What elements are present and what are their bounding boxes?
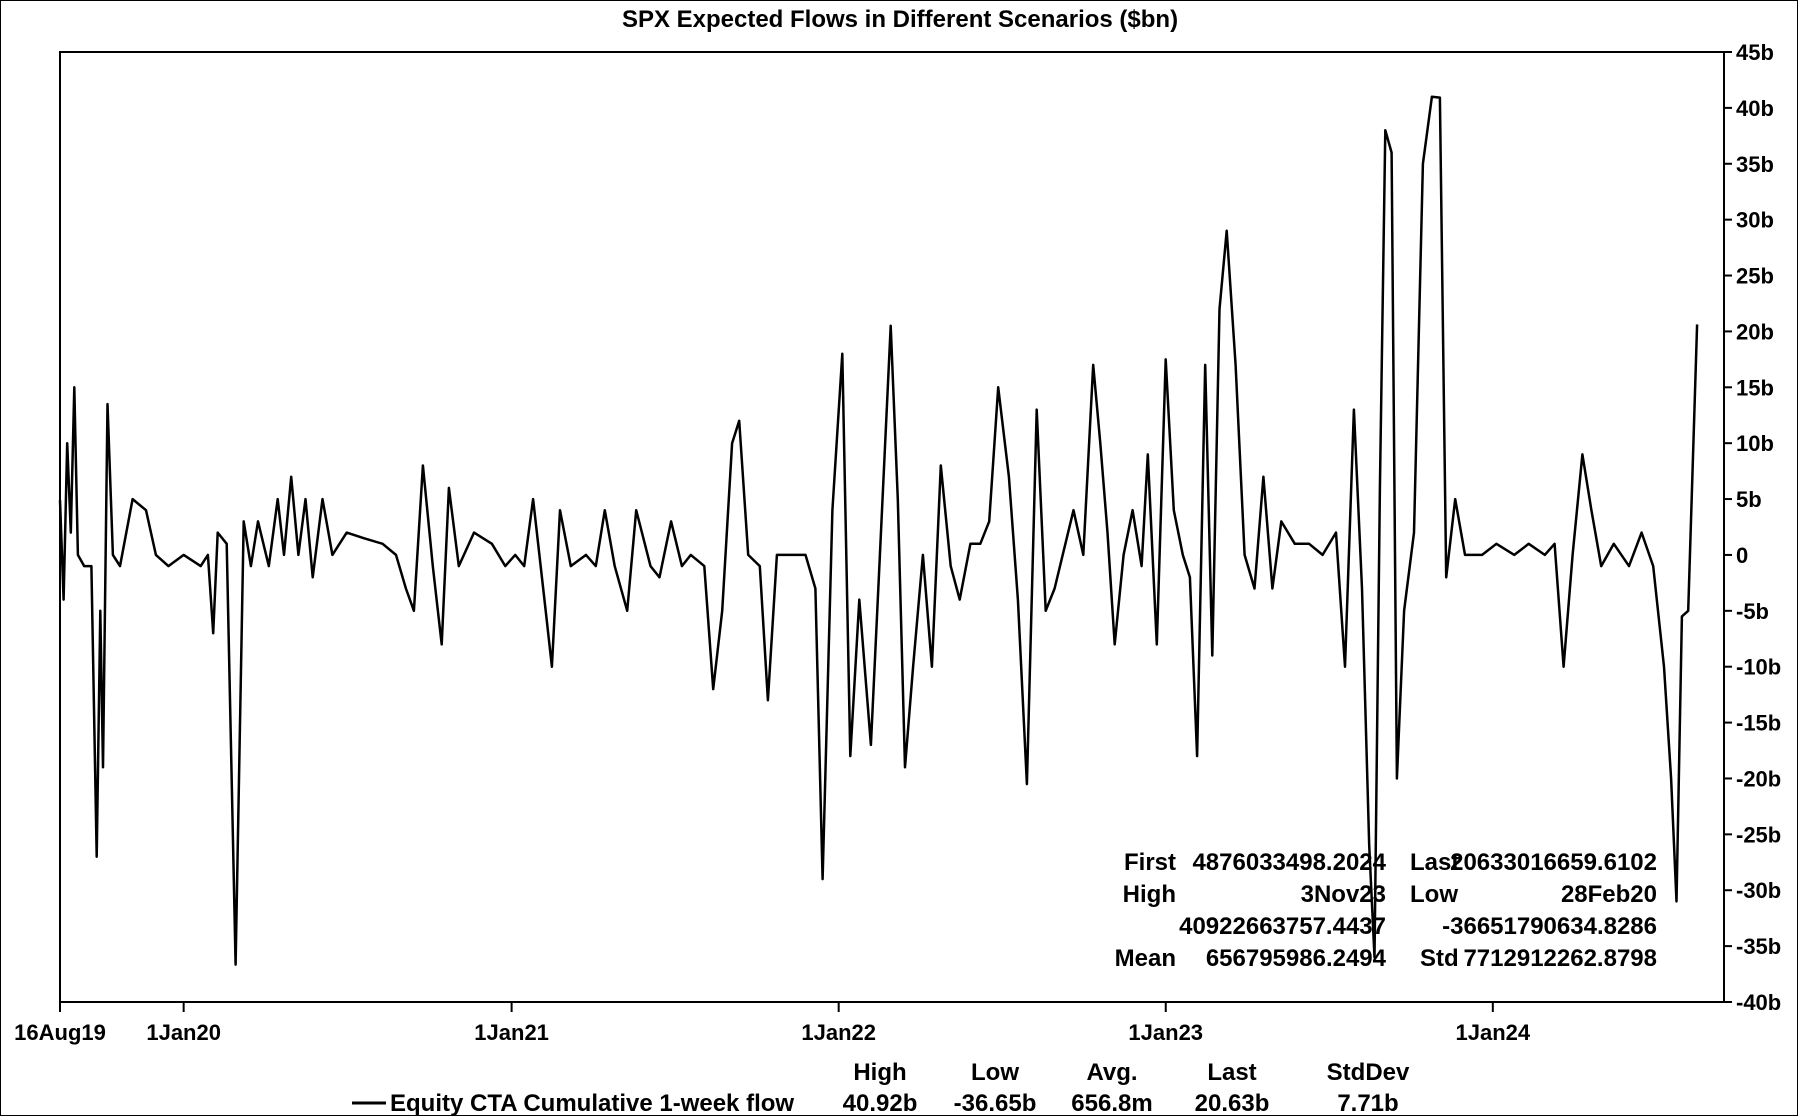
y-tick-label: 30b [1736, 208, 1774, 233]
legend-value: 656.8m [1071, 1090, 1152, 1117]
stats-box-text: 7712912262.8798 [1463, 945, 1657, 972]
y-tick-label: 25b [1736, 264, 1774, 289]
y-tick-label: -15b [1736, 711, 1781, 736]
x-tick-label: 1Jan20 [146, 1020, 221, 1045]
y-tick-label: -30b [1736, 878, 1781, 903]
stats-box-text: Std [1420, 945, 1459, 972]
stats-box-text: 4876033498.2024 [1192, 849, 1386, 876]
y-tick-label: -5b [1736, 599, 1769, 624]
legend-header: StdDev [1327, 1059, 1410, 1086]
legend-header: Avg. [1086, 1059, 1137, 1086]
stats-box-text: 3Nov23 [1301, 881, 1386, 908]
y-tick-label: -20b [1736, 766, 1781, 791]
stats-box-text: First [1124, 849, 1176, 876]
stats-box-text: Last [1410, 849, 1459, 876]
stats-box-text: 20633016659.6102 [1450, 849, 1657, 876]
stats-box-text: 28Feb20 [1561, 881, 1657, 908]
y-tick-label: -35b [1736, 934, 1781, 959]
legend-value: -36.65b [954, 1090, 1037, 1117]
series-line [58, 95, 1699, 966]
y-tick-label: 40b [1736, 96, 1774, 121]
x-tick-label: 1Jan24 [1456, 1020, 1531, 1045]
stats-box-text: 656795986.2494 [1206, 945, 1387, 972]
y-tick-label: 20b [1736, 319, 1774, 344]
x-tick-label: 1Jan22 [801, 1020, 876, 1045]
y-tick-label: 15b [1736, 375, 1774, 400]
x-tick-label: 1Jan21 [474, 1020, 549, 1045]
legend-header: Last [1207, 1059, 1256, 1086]
legend-value: 20.63b [1195, 1090, 1270, 1117]
x-tick-label: 16Aug19 [14, 1020, 106, 1045]
stats-box-text: High [1123, 881, 1176, 908]
stats-box-text: Mean [1115, 945, 1176, 972]
y-tick-label: 45b [1736, 40, 1774, 65]
x-tick-label: 1Jan23 [1128, 1020, 1203, 1045]
stats-box-text: 40922663757.4437 [1179, 913, 1386, 940]
legend-series-name: Equity CTA Cumulative 1-week flow [390, 1090, 794, 1117]
stats-box-text: -36651790634.8286 [1442, 913, 1657, 940]
y-tick-label: 0 [1736, 543, 1748, 568]
legend-value: 40.92b [843, 1090, 918, 1117]
legend-header: Low [971, 1059, 1019, 1086]
stats-box-text: Low [1410, 881, 1458, 908]
legend-value: 7.71b [1337, 1090, 1398, 1117]
y-tick-label: 10b [1736, 431, 1774, 456]
y-tick-label: -10b [1736, 655, 1781, 680]
chart-title: SPX Expected Flows in Different Scenario… [621, 6, 1179, 33]
y-tick-label: -25b [1736, 822, 1781, 847]
y-tick-label: 5b [1736, 487, 1762, 512]
y-tick-label: 35b [1736, 152, 1774, 177]
legend-header: High [853, 1059, 906, 1086]
y-tick-label: -40b [1736, 990, 1781, 1015]
